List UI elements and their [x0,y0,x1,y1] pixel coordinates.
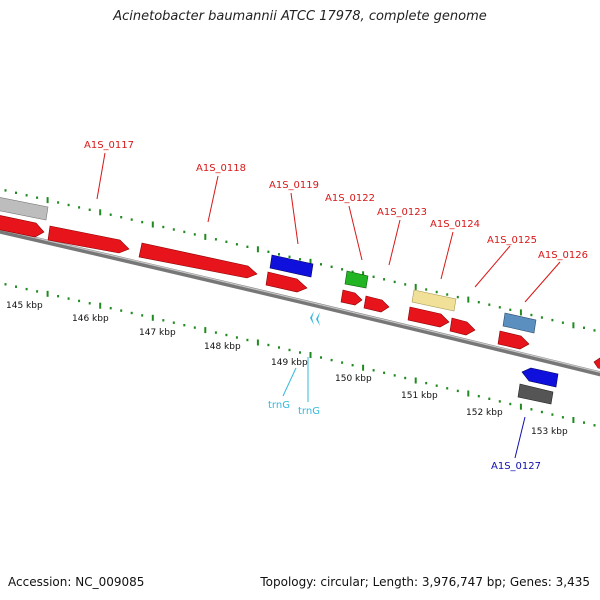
gene-arrow[interactable] [47,225,130,254]
gene-arrow[interactable] [517,383,554,405]
kbp-label-145: 145 kbp [6,301,43,311]
kbp-label-150: 150 kbp [335,374,372,384]
gene-arrow[interactable] [502,312,537,334]
gene-label-a1s-0125: A1S_0125 [487,235,537,246]
gene-label-a1s-0123: A1S_0123 [377,207,427,218]
gene-arrow[interactable] [521,367,559,388]
genome-backbone-highlight [0,229,600,373]
gene-label-a1s-0117: A1S_0117 [84,140,134,151]
trna-marker[interactable] [316,312,320,326]
gene-arrow[interactable] [340,289,363,306]
trna-label-trng-1: trnG [268,400,290,411]
gene-label-a1s-0118: A1S_0118 [196,163,246,174]
trna-label-trng-2: trnG [298,406,320,417]
gene-arrow[interactable] [593,357,600,370]
kbp-label-149: 149 kbp [271,358,308,368]
outer-tick-track [4,189,596,332]
gene-arrow[interactable] [407,306,450,328]
inner-tick-track [4,283,596,427]
gene-arrow[interactable] [449,317,476,336]
kbp-label-153: 153 kbp [531,427,568,437]
gene-arrow[interactable] [0,215,45,238]
gene-label-a1s-0126: A1S_0126 [538,250,588,261]
gene-arrow[interactable] [411,289,457,312]
genome-backbone [0,228,600,377]
gene-arrow[interactable] [0,197,49,221]
gene-arrow[interactable] [269,254,314,278]
trna-label-lines [282,357,309,402]
gene-arrow[interactable] [265,271,308,293]
accession-text: Accession: NC_009085 [8,575,145,589]
kbp-label-147: 147 kbp [139,328,176,338]
gene-arrow[interactable] [344,270,369,289]
genome-summary-text: Topology: circular; Length: 3,976,747 bp… [260,575,590,589]
gene-arrow[interactable] [363,295,390,313]
gene-label-a1s-0124: A1S_0124 [430,219,480,230]
gene-arrow[interactable] [497,330,530,350]
gene-label-a1s-0122: A1S_0122 [325,193,375,204]
kbp-label-146: 146 kbp [72,314,109,324]
gene-label-lines [96,152,561,303]
trna-marker[interactable] [310,311,314,325]
kbp-label-151: 151 kbp [401,391,438,401]
map-title: Acinetobacter baumannii ATCC 17978, comp… [113,9,487,24]
gene-arrow[interactable] [138,242,258,279]
kbp-label-152: 152 kbp [466,408,503,418]
gene-label-a1s-0127: A1S_0127 [491,461,541,472]
feature-layer [0,197,600,405]
gene-label-line [514,416,526,459]
gene-label-a1s-0119: A1S_0119 [269,180,319,191]
kbp-label-148: 148 kbp [204,342,241,352]
